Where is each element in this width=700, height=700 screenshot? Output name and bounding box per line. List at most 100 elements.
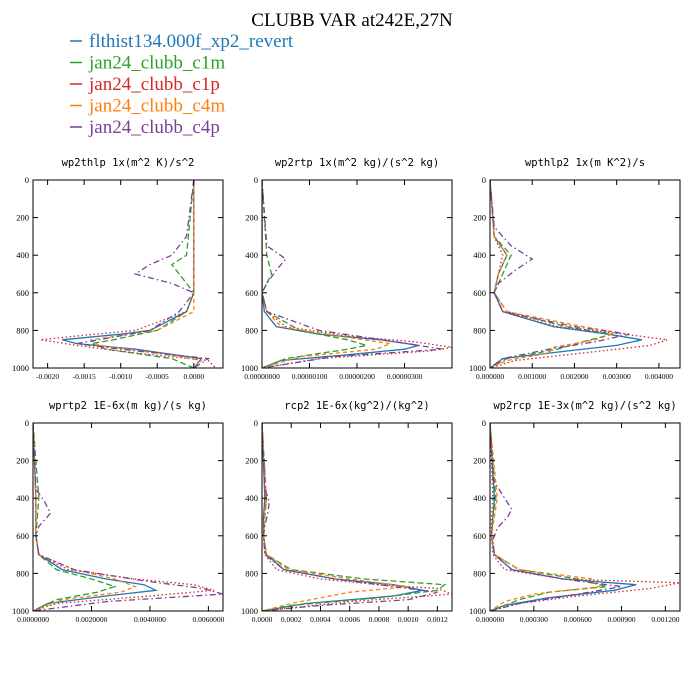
x-tick-label: 0.000000 — [476, 615, 504, 624]
y-tick-label: 0 — [482, 175, 486, 185]
series-line-flthist134.000f_xp2_revert — [62, 180, 203, 368]
plot-frame — [261, 422, 453, 612]
series-line-jan24_clubb_c4m — [89, 180, 203, 368]
y-tick-label: 1000 — [12, 606, 29, 616]
y-tick-label: 600 — [16, 288, 29, 298]
y-tick-label: 600 — [245, 531, 258, 541]
plot-frame — [489, 179, 681, 369]
series-line-jan24_clubb_c1p — [33, 423, 215, 611]
series-line-flthist134.000f_xp2_revert — [490, 180, 643, 368]
legend-entry: jan24_clubb_c1p — [70, 74, 220, 95]
x-tick-label: 0.001000 — [518, 372, 546, 381]
x-tick-label: 0.000900 — [607, 615, 635, 624]
x-tick-label: 0.004000 — [645, 372, 673, 381]
legend-entry: jan24_clubb_c4m — [70, 96, 225, 117]
chart-panel: rcp2 1E-6x(kg^2)/(kg^2) 0 200 400 600 800 1000… — [241, 400, 453, 624]
panel-title: wprtp2 1E-6x(m kg)/(s kg) — [49, 400, 207, 412]
x-tick-label: 0.0040000 — [134, 615, 166, 624]
y-tick-label: 1000 — [469, 363, 486, 373]
panel-title: wp2rcp 1E-3x(m^2 kg)/(s^2 kg) — [493, 400, 676, 412]
series-line-jan24_clubb_c4p — [262, 180, 443, 368]
legend-label: jan24_clubb_c4m — [88, 96, 225, 117]
series-line-jan24_clubb_c4m — [33, 423, 138, 611]
series-line-jan24_clubb_c1p — [262, 423, 452, 611]
x-tick-label: 0.00000100 — [292, 372, 328, 381]
series-line-jan24_clubb_c4m — [490, 180, 620, 368]
chart-panel: wp2rtp 1x(m^2 kg)/(s^2 kg) 0 200 400 600 800 1… — [241, 157, 453, 381]
x-tick-label: 0.000600 — [564, 615, 592, 624]
x-tick-label: 0.00000300 — [387, 372, 423, 381]
y-tick-label: 400 — [245, 493, 258, 503]
y-tick-label: 400 — [16, 493, 29, 503]
x-tick-label: -0.0005 — [146, 372, 169, 381]
y-tick-label: 0 — [25, 418, 29, 428]
y-tick-label: 1000 — [469, 606, 486, 616]
y-tick-label: 400 — [473, 493, 486, 503]
y-tick-label: 800 — [245, 568, 258, 578]
y-tick-label: 200 — [473, 456, 486, 466]
legend-label: jan24_clubb_c1p — [88, 74, 220, 95]
series-line-jan24_clubb_c1p — [262, 180, 452, 368]
y-tick-label: 0 — [25, 175, 29, 185]
x-tick-label: 0.0060000 — [192, 615, 224, 624]
series-line-jan24_clubb_c1p — [490, 423, 680, 611]
series-line-flthist134.000f_xp2_revert — [33, 423, 159, 611]
y-tick-label: 0 — [254, 175, 258, 185]
x-tick-label: 0.0010 — [398, 615, 419, 624]
series-line-jan24_clubb_c4m — [262, 180, 393, 368]
chart-panel: wp2rcp 1E-3x(m^2 kg)/(s^2 kg) 0 200 400 600 8… — [469, 400, 681, 624]
chart-panel: wpthlp2 1x(m K^2)/s020040060080010000.00… — [469, 157, 681, 381]
series-line-flthist134.000f_xp2_revert — [262, 423, 423, 611]
legend-entry: flthist134.000f_xp2_revert — [70, 31, 294, 52]
y-tick-label: 200 — [473, 213, 486, 223]
series-line-jan24_clubb_c1m — [262, 180, 367, 368]
y-tick-label: 800 — [16, 568, 29, 578]
y-tick-label: 400 — [473, 250, 486, 260]
y-tick-label: 800 — [473, 568, 486, 578]
legend: flthist134.000f_xp2_revert jan24_clubb_c1… — [70, 31, 294, 138]
y-tick-label: 1000 — [12, 363, 29, 373]
x-tick-label: 0.0004 — [310, 615, 331, 624]
x-tick-label: 0.000000 — [476, 372, 504, 381]
y-tick-label: 400 — [245, 250, 258, 260]
series-line-jan24_clubb_c4p — [490, 180, 630, 368]
y-tick-label: 200 — [16, 213, 29, 223]
plot-frame — [489, 422, 681, 612]
panel-title: wp2thlp 1x(m^2 K)/s^2 — [62, 157, 195, 169]
x-tick-label: 0.00000000 — [244, 372, 280, 381]
x-tick-label: 0.00000200 — [339, 372, 375, 381]
series-line-flthist134.000f_xp2_revert — [262, 180, 419, 368]
series-line-jan24_clubb_c4m — [262, 423, 409, 611]
series-line-flthist134.000f_xp2_revert — [490, 423, 637, 611]
series-line-jan24_clubb_c4p — [76, 180, 211, 368]
chart-panels: wp2thlp 1x(m^2 K)/s^2 0 200 400 600 800 1000 -0… — [12, 157, 681, 624]
series-line-jan24_clubb_c1p — [490, 180, 668, 368]
x-tick-label: 0.0006 — [339, 615, 360, 624]
figure-title: CLUBB VAR at242E,27N — [251, 10, 453, 31]
x-tick-label: 0.0000000 — [17, 615, 49, 624]
x-tick-label: -0.0010 — [109, 372, 132, 381]
series-line-jan24_clubb_c4p — [262, 423, 438, 611]
y-tick-label: 800 — [245, 325, 258, 335]
legend-label: flthist134.000f_xp2_revert — [89, 31, 294, 52]
panel-title: rcp2 1E-6x(kg^2)/(kg^2) — [284, 400, 429, 412]
x-tick-label: 0.0002 — [281, 615, 302, 624]
chart-panel: wprtp2 1E-6x(m kg)/(s kg) 0 200 400 600 800 10… — [12, 400, 225, 624]
series-line-jan24_clubb_c4p — [490, 423, 622, 611]
series-line-jan24_clubb_c4p — [33, 423, 223, 611]
y-tick-label: 200 — [16, 456, 29, 466]
plot-frame — [32, 422, 224, 612]
y-tick-label: 600 — [473, 531, 486, 541]
x-tick-label: -0.0015 — [73, 372, 96, 381]
y-tick-label: 600 — [16, 531, 29, 541]
y-tick-label: 200 — [245, 456, 258, 466]
x-tick-label: -0.0020 — [36, 372, 59, 381]
panel-title: wpthlp2 1x(m K^2)/s — [525, 157, 645, 169]
series-line-jan24_clubb_c1m — [33, 423, 117, 611]
series-line-jan24_clubb_c1m — [490, 423, 608, 611]
y-tick-label: 600 — [245, 288, 258, 298]
legend-entry: jan24_clubb_c4p — [70, 117, 220, 138]
legend-label: jan24_clubb_c4p — [88, 117, 220, 138]
y-tick-label: 200 — [245, 213, 258, 223]
